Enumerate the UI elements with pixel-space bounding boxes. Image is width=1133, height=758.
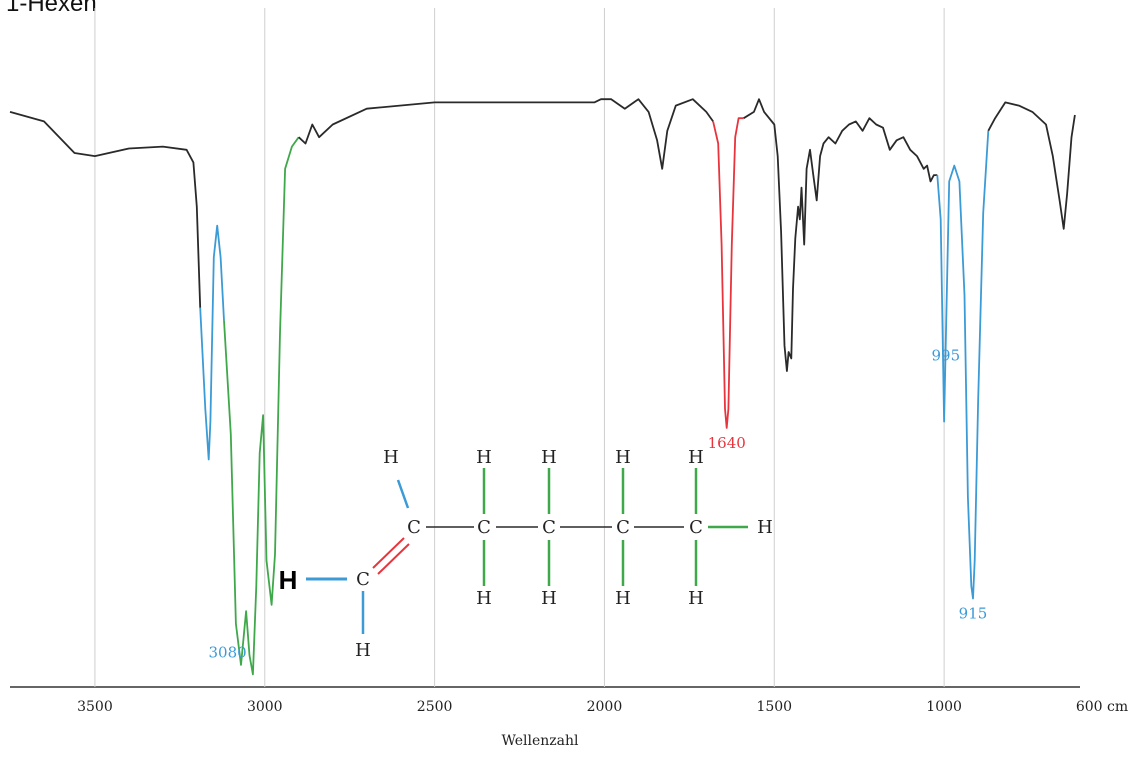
atom-c5: C [689, 517, 703, 538]
atom-h-vinyl-bottom: H [355, 640, 371, 661]
peak-label-3080: 3080 [208, 643, 246, 661]
x-tick-labels: 3500 3000 2500 2000 1500 1000 600 cm [77, 699, 1128, 715]
x-axis-title: Wellenzahl [501, 733, 579, 749]
atom-h-bold: H [279, 565, 298, 595]
spectrum-segment-2 [199, 224, 225, 461]
double-bond-a [372, 537, 405, 569]
spectrum-segment-3 [223, 136, 300, 676]
x-tick-label: 3000 [247, 699, 283, 715]
atom-h-top-3: H [541, 447, 557, 468]
spectrum-segment-5 [712, 117, 744, 429]
x-tick-label: 3500 [77, 699, 113, 715]
peak-label-995: 995 [932, 346, 961, 364]
atom-h-top-5: H [688, 447, 704, 468]
spectrum-segment-1 [9, 111, 202, 308]
atom-h-top-1: H [383, 447, 399, 468]
atom-h-bottom-3: H [541, 588, 557, 609]
spectrum-segment-4 [298, 98, 714, 170]
peak-label-915: 915 [959, 605, 988, 623]
x-tick-label: 1500 [756, 699, 792, 715]
atom-c2: C [477, 517, 491, 538]
atom-h-top-2: H [476, 447, 492, 468]
atom-h-bottom-5: H [688, 588, 704, 609]
x-tick-label: 1000 [926, 699, 962, 715]
atom-c3: C [542, 517, 556, 538]
double-bond-b [377, 543, 410, 575]
bond-h-c1 [396, 479, 410, 509]
grid-lines [94, 8, 945, 687]
spectrum-segment-8 [987, 101, 1076, 230]
atom-h-bottom-4: H [615, 588, 631, 609]
atom-h-top-4: H [615, 447, 631, 468]
atom-h-end: H [757, 517, 773, 538]
x-tick-label: 600 cm [1076, 699, 1128, 715]
hexene-structure: H H H H H C C C C C H H H H H C H H [279, 447, 773, 661]
peak-label-1640: 1640 [708, 434, 746, 452]
spectrum-trace [9, 98, 1076, 676]
atom-c-terminal: C [356, 569, 370, 590]
atom-c4: C [616, 517, 630, 538]
page-title: 1-Hexen [6, 0, 97, 17]
spectrum-segment-7 [936, 130, 990, 600]
atom-c1: C [407, 517, 421, 538]
atom-h-bottom-2: H [476, 588, 492, 609]
x-tick-label: 2000 [587, 699, 623, 715]
peak-labels: 3080 1640 995 915 [208, 346, 987, 661]
x-tick-label: 2500 [417, 699, 453, 715]
spectrum-segment-6 [743, 98, 938, 372]
